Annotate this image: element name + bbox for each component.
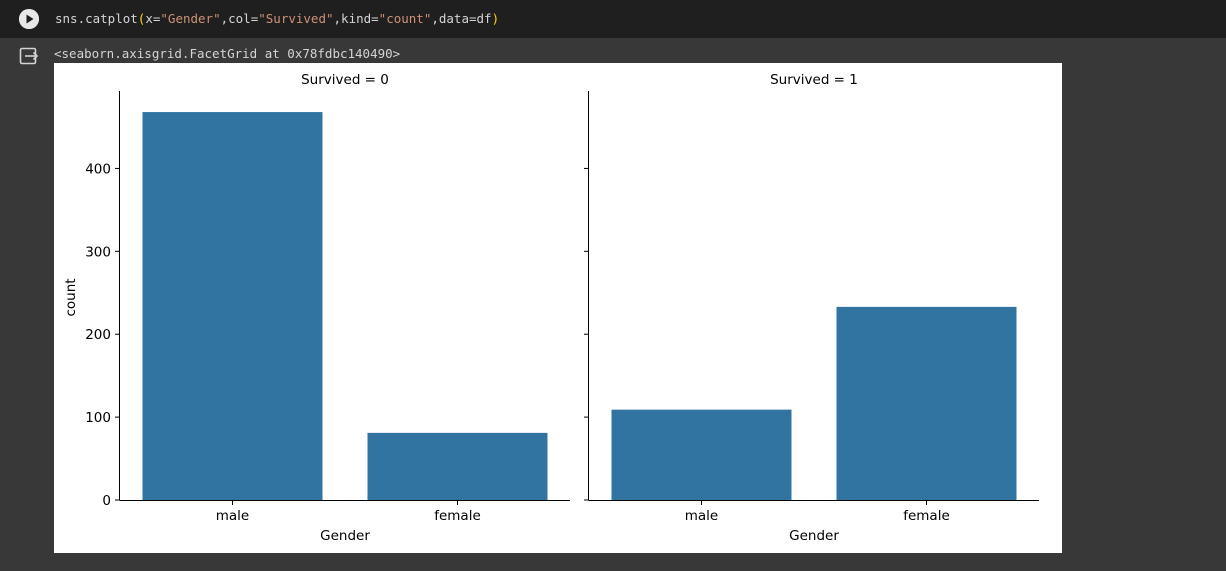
code-token: ,data=df bbox=[431, 11, 492, 26]
facet-title: Survived = 1 bbox=[770, 72, 858, 88]
x-axis-label: Gender bbox=[789, 528, 839, 544]
x-tick-label: female bbox=[434, 508, 481, 524]
code-editor-line[interactable]: sns.catplot(x="Gender",col="Survived",ki… bbox=[55, 10, 499, 28]
x-tick-label: female bbox=[903, 508, 950, 524]
code-cell[interactable]: sns.catplot(x="Gender",col="Survived",ki… bbox=[0, 0, 1226, 38]
y-tick-label: 200 bbox=[85, 327, 111, 343]
x-axis-label: Gender bbox=[320, 528, 370, 544]
output-redirect-icon[interactable] bbox=[19, 47, 39, 65]
y-tick-label: 100 bbox=[85, 410, 111, 426]
play-icon bbox=[19, 9, 39, 29]
code-token: x= bbox=[145, 11, 161, 26]
y-tick-label: 400 bbox=[85, 161, 111, 177]
code-token: ( bbox=[137, 11, 146, 26]
y-tick-label: 300 bbox=[85, 244, 111, 260]
bar-male bbox=[142, 112, 323, 500]
code-token: ) bbox=[491, 11, 500, 26]
x-tick-label: male bbox=[685, 508, 718, 524]
facetgrid-figure: male female 0 100 200 300 400 Survived = 0 Gende… bbox=[54, 63, 1062, 553]
bar-male bbox=[611, 409, 792, 500]
facetgrid-chart: male female 0 100 200 300 400 Survived = 0 Gende… bbox=[63, 72, 1039, 544]
code-token: ,kind= bbox=[333, 11, 379, 26]
code-token: "Survived" bbox=[258, 11, 334, 26]
x-tick-label: male bbox=[216, 508, 249, 524]
code-token: sns.catplot bbox=[55, 11, 138, 26]
run-cell-button[interactable] bbox=[19, 9, 39, 29]
output-repr-text: <seaborn.axisgrid.FacetGrid at 0x78fdbc1… bbox=[54, 46, 401, 61]
facet-title: Survived = 0 bbox=[301, 72, 389, 88]
bar-female bbox=[836, 306, 1017, 500]
bar-female bbox=[367, 432, 548, 500]
code-token: "Gender" bbox=[160, 11, 221, 26]
code-token: "count" bbox=[378, 11, 432, 26]
y-axis-label: count bbox=[63, 278, 79, 316]
y-tick-label: 0 bbox=[102, 493, 111, 509]
code-token: ,col= bbox=[220, 11, 259, 26]
